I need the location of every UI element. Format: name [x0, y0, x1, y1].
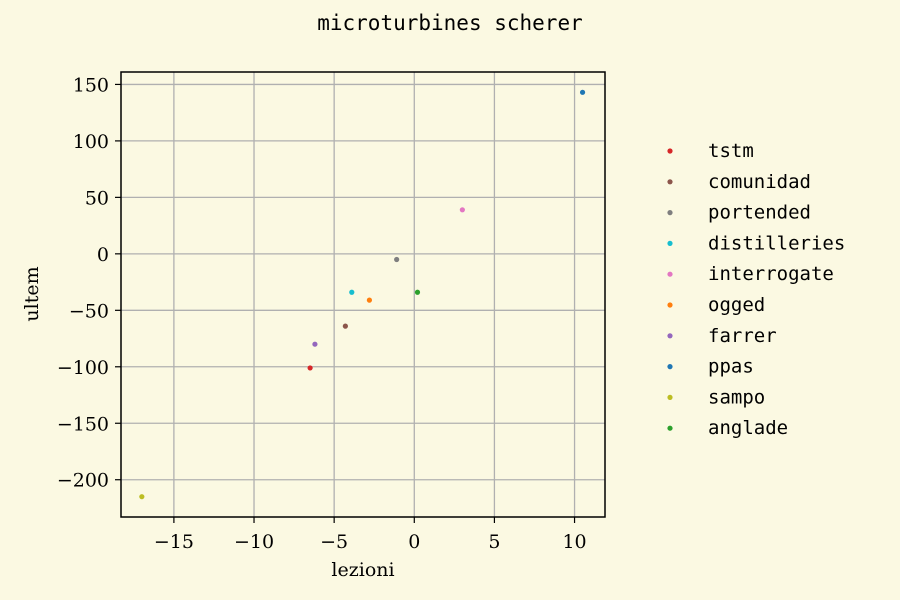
- data-points: [139, 89, 586, 500]
- point-ogged: [366, 297, 373, 303]
- legend-marker: [667, 364, 673, 370]
- x-tick-label: −15: [154, 531, 194, 553]
- legend-label: tstm: [708, 140, 754, 162]
- legend-label: interrogate: [708, 263, 834, 285]
- legend-marker: [667, 333, 673, 339]
- y-tick-label: 0: [97, 244, 109, 266]
- legend-label: anglade: [708, 417, 788, 439]
- point-tstm: [307, 365, 313, 371]
- point-anglade: [414, 289, 421, 295]
- legend-label: distilleries: [708, 232, 845, 254]
- legend-marker: [667, 210, 673, 216]
- legend: tstm comunidad portended distilleries interr…: [667, 140, 845, 439]
- legend-label: sampo: [708, 386, 765, 408]
- legend-label: farrer: [708, 325, 777, 347]
- chart-title: microturbines scherer: [317, 11, 583, 35]
- point-distilleries: [349, 289, 355, 295]
- legend-item-comunidad: comunidad: [667, 171, 811, 193]
- legend-marker: [667, 240, 673, 246]
- x-tick-label: 5: [488, 531, 500, 553]
- legend-marker: [667, 302, 673, 308]
- legend-label: ogged: [708, 294, 765, 316]
- point-portended: [394, 256, 400, 263]
- legend-item-anglade: anglade: [667, 417, 788, 439]
- legend-marker: [667, 148, 673, 154]
- legend-marker: [667, 179, 673, 185]
- legend-label: ppas: [708, 356, 754, 378]
- legend-item-sampo: sampo: [667, 386, 765, 408]
- y-axis-ticks: 150 100 50 0 −50 −100 −150 −200: [57, 74, 121, 492]
- x-tick-label: −5: [320, 531, 348, 553]
- point-comunidad: [342, 323, 348, 329]
- legend-item-distilleries: distilleries: [667, 232, 845, 254]
- x-axis-label: lezioni: [331, 559, 394, 581]
- x-tick-label: −10: [234, 531, 274, 553]
- legend-marker: [667, 425, 673, 431]
- grid: [121, 72, 605, 517]
- legend-label: portended: [708, 202, 811, 224]
- point-ppas: [579, 89, 586, 95]
- y-axis-label: ultem: [21, 266, 43, 321]
- y-tick-label: −100: [57, 357, 109, 379]
- point-farrer: [312, 341, 318, 347]
- point-sampo: [139, 494, 145, 500]
- y-tick-label: −150: [57, 413, 109, 435]
- legend-item-tstm: tstm: [667, 140, 754, 162]
- legend-item-interrogate: interrogate: [667, 263, 834, 285]
- y-tick-label: 100: [73, 131, 109, 153]
- y-tick-label: −50: [69, 300, 109, 322]
- legend-marker: [667, 271, 673, 277]
- legend-item-farrer: farrer: [667, 325, 777, 347]
- legend-item-portended: portended: [667, 202, 811, 224]
- legend-item-ppas: ppas: [667, 356, 754, 378]
- legend-label: comunidad: [708, 171, 811, 193]
- point-interrogate: [459, 207, 465, 213]
- x-tick-label: 0: [408, 531, 420, 553]
- legend-item-ogged: ogged: [667, 294, 765, 316]
- x-tick-label: 10: [562, 531, 586, 553]
- y-tick-label: 50: [85, 187, 109, 209]
- y-tick-label: −200: [57, 470, 109, 492]
- y-tick-label: 150: [73, 74, 109, 96]
- legend-marker: [667, 394, 673, 400]
- x-axis-ticks: −15 −10 −5 0 5 10: [154, 517, 587, 553]
- plot-frame: [120, 71, 606, 518]
